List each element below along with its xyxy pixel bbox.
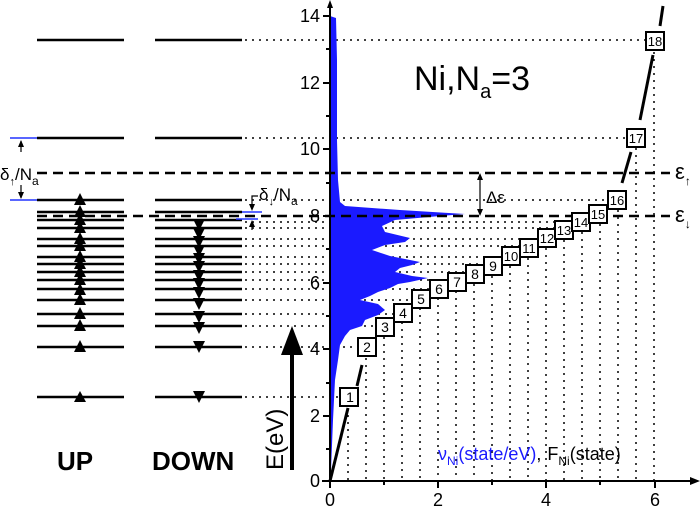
svg-text:16: 16 bbox=[610, 193, 624, 208]
eps-down-label: ε↓ bbox=[675, 202, 691, 231]
state-box: 3 bbox=[375, 317, 395, 337]
state-box: 2 bbox=[357, 337, 377, 357]
state-box: 4 bbox=[393, 303, 413, 323]
svg-text:9: 9 bbox=[489, 258, 497, 274]
delta-eps-indicator bbox=[477, 173, 483, 216]
energy-axis-arrow bbox=[281, 326, 303, 470]
delta-eps-label: Δε bbox=[486, 188, 505, 207]
svg-text:1: 1 bbox=[346, 389, 354, 405]
state-box: 15 bbox=[588, 204, 608, 224]
svg-text:2: 2 bbox=[433, 490, 443, 508]
svg-text:6: 6 bbox=[435, 281, 443, 297]
svg-text:6: 6 bbox=[650, 490, 660, 508]
svg-text:14: 14 bbox=[300, 6, 320, 26]
epsilon-lines bbox=[37, 171, 670, 218]
state-boxes: 1 2 3 4 5 6 7 8 9 10 11 12 13 14 15 16 1… bbox=[339, 31, 665, 407]
delta-up-label: δ↑/Na bbox=[0, 165, 39, 188]
svg-text:18: 18 bbox=[648, 34, 662, 49]
svg-text:0: 0 bbox=[310, 471, 320, 491]
state-box: 18 bbox=[645, 31, 665, 51]
svg-text:6: 6 bbox=[310, 273, 320, 293]
svg-text:17: 17 bbox=[629, 131, 643, 146]
svg-text:15: 15 bbox=[591, 207, 605, 222]
svg-text:13: 13 bbox=[557, 223, 571, 238]
y-axis bbox=[323, 6, 331, 481]
triangle-up-icon bbox=[74, 193, 86, 205]
svg-text:3: 3 bbox=[381, 319, 389, 335]
energy-axis-label: E(eV) bbox=[262, 409, 289, 470]
x-axis-arrow-icon bbox=[690, 477, 700, 485]
up-column-label: UP bbox=[57, 446, 93, 476]
state-box: 9 bbox=[483, 256, 503, 276]
svg-text:8: 8 bbox=[471, 266, 479, 282]
delta-down-label: δ↓/Na bbox=[259, 185, 298, 208]
triangle-down-icon bbox=[193, 219, 205, 231]
svg-text:10: 10 bbox=[504, 249, 518, 264]
svg-text:2: 2 bbox=[363, 339, 371, 355]
x-tick-labels: 0 2 4 6 bbox=[325, 490, 660, 510]
svg-text:4: 4 bbox=[541, 490, 551, 508]
eps-up-label: ε↑ bbox=[675, 159, 691, 188]
state-box: 6 bbox=[429, 279, 449, 299]
state-box: 7 bbox=[447, 272, 467, 292]
svg-text:7: 7 bbox=[453, 274, 461, 290]
svg-text:11: 11 bbox=[522, 241, 536, 256]
state-box: 16 bbox=[607, 190, 627, 210]
svg-text:0: 0 bbox=[325, 490, 335, 508]
down-column-label: DOWN bbox=[152, 446, 234, 476]
state-box: 11 bbox=[519, 238, 539, 258]
state-box: 8 bbox=[465, 264, 485, 284]
svg-text:4: 4 bbox=[310, 339, 320, 359]
down-arrow-markers bbox=[193, 219, 205, 403]
delta-up-indicator bbox=[10, 137, 37, 201]
x-axis-label: νNi(state/eV), FNi(state) bbox=[438, 444, 621, 468]
state-box: 12 bbox=[537, 228, 557, 248]
dos-area bbox=[330, 16, 465, 481]
energy-levels-panel bbox=[37, 38, 242, 399]
y-tick-labels: 14 12 10 8 6 4 2 0 bbox=[300, 6, 320, 491]
up-arrow-markers bbox=[74, 193, 86, 402]
state-box: 17 bbox=[626, 128, 646, 148]
svg-text:5: 5 bbox=[417, 291, 425, 307]
state-box: 14 bbox=[571, 212, 591, 232]
state-box: 5 bbox=[411, 289, 431, 309]
svg-text:2: 2 bbox=[310, 406, 320, 426]
state-box: 1 bbox=[339, 387, 359, 407]
state-box: 13 bbox=[554, 220, 574, 240]
cumulative-line bbox=[328, 5, 665, 482]
delta-down-indicator bbox=[236, 195, 262, 230]
svg-text:12: 12 bbox=[540, 231, 554, 246]
state-box: 10 bbox=[501, 246, 521, 266]
svg-text:4: 4 bbox=[399, 305, 407, 321]
chart-title: Ni,Na=3 bbox=[414, 60, 530, 103]
y-axis-arrow-icon bbox=[327, 0, 333, 8]
svg-text:12: 12 bbox=[300, 73, 320, 93]
svg-text:10: 10 bbox=[300, 139, 320, 159]
arrow-up-icon bbox=[281, 326, 303, 355]
x-axis bbox=[322, 480, 692, 488]
vertical-guides bbox=[347, 52, 655, 481]
svg-text:14: 14 bbox=[574, 215, 588, 230]
